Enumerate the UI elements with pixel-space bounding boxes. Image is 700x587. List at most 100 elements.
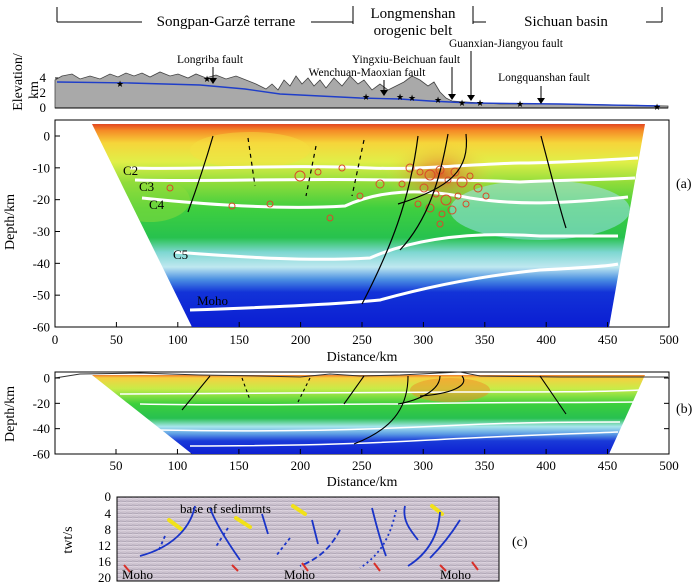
ytick-label: -20 xyxy=(33,396,50,411)
panel-a-label: (a) xyxy=(676,177,692,192)
xtick-label: 450 xyxy=(598,332,618,347)
topography-profile xyxy=(54,71,669,109)
svg-text:0: 0 xyxy=(105,489,112,504)
station-star: ★ xyxy=(203,74,211,84)
panel-a-xticks: 0 50 100 150 200 250 300 350 400 450 500 xyxy=(52,322,679,347)
svg-text:4: 4 xyxy=(105,506,112,521)
station-star: ★ xyxy=(408,93,416,103)
elev-tick-0: 0 xyxy=(40,100,47,115)
xtick-label: 50 xyxy=(110,458,123,473)
boundary-c3 xyxy=(134,176,636,184)
station-star: ★ xyxy=(434,95,442,105)
xtick-label: 200 xyxy=(291,332,311,347)
fault-label-longriba: Longriba fault xyxy=(177,54,244,66)
moho-projection-line xyxy=(56,81,661,107)
sediment-annotation: base of sedimrnts xyxy=(180,501,271,516)
terrane-longmenshan-line1: Longmenshan xyxy=(371,6,456,22)
fault-label-yingxiu-beichuan: Yingxiu-Beichuan fault xyxy=(352,54,461,66)
station-star: ★ xyxy=(476,98,484,108)
fault-labels: Longriba fault Wenchuan-Maoxian fault Yi… xyxy=(177,38,591,104)
panel-b-xlabel: Distance/km xyxy=(327,475,398,490)
panel-a-xlabel: Distance/km xyxy=(327,350,398,365)
panel-a: C2 C3 C4 C5 Moho Depth/km 0 -10 -20 -30 -40 -… xyxy=(3,119,692,365)
ytick-label: 0 xyxy=(44,371,51,386)
terrane-songpan: Songpan-Garzê terrane xyxy=(157,14,296,30)
svg-text:8: 8 xyxy=(105,522,112,537)
boundary-c2 xyxy=(129,156,639,170)
ytick-label: -20 xyxy=(33,192,50,207)
fault-dashed-trace xyxy=(247,137,256,187)
xtick-label: 300 xyxy=(414,332,434,347)
xtick-label: 150 xyxy=(229,458,249,473)
xtick-label: 400 xyxy=(536,332,556,347)
xtick-label: 250 xyxy=(352,332,372,347)
fault-yingxiu-trace xyxy=(399,133,449,251)
elev-tick-4: 4 xyxy=(40,70,47,85)
station-star: ★ xyxy=(396,92,404,102)
xtick-label: 250 xyxy=(352,458,372,473)
boundary-c5 xyxy=(173,233,618,261)
ytick-label: -10 xyxy=(33,160,50,175)
fault-label-longquanshan: Longquanshan fault xyxy=(498,72,590,84)
interpreted-reflectors xyxy=(139,505,461,569)
xtick-label: 100 xyxy=(168,332,188,347)
ytick-label: -40 xyxy=(33,256,50,271)
fault-dashed-trace xyxy=(305,145,317,197)
terrane-sichuan: Sichuan basin xyxy=(524,14,608,30)
fault-longriba-trace xyxy=(187,135,214,213)
ytick-label: 0 xyxy=(44,129,51,144)
moho-label-c2: Moho xyxy=(284,567,315,582)
ytick-label: -50 xyxy=(33,288,50,303)
xtick-label: 500 xyxy=(659,332,679,347)
moho-label-c3: Moho xyxy=(440,567,471,582)
station-star: ★ xyxy=(116,79,124,89)
station-markers: ★ ★ ★ ★ ★ ★ ★ ★ ★ ★ xyxy=(116,74,661,112)
ytick-label: -60 xyxy=(33,447,50,462)
layer-label-moho: Moho xyxy=(197,293,228,308)
layer-label-c5: C5 xyxy=(173,247,188,262)
faults-b xyxy=(181,375,567,445)
xtick-label: 500 xyxy=(659,458,679,473)
fault-longquanshan-trace xyxy=(540,135,567,229)
elev-tick-2: 2 xyxy=(40,85,47,100)
layer-labels-a: C2 C3 C4 C5 Moho xyxy=(123,163,228,308)
terrane-longmenshan-line2: orogenic belt xyxy=(374,23,454,39)
fault-wenchuan-trace xyxy=(361,135,419,305)
panel-a-yticks: 0 -10 -20 -30 -40 -50 -60 xyxy=(33,129,60,335)
station-star: ★ xyxy=(516,99,524,109)
svg-text:16: 16 xyxy=(98,554,112,569)
panel-c-yticks: 0 4 8 12 16 20 xyxy=(98,489,112,585)
xtick-label: 300 xyxy=(413,458,433,473)
panel-c-ylabel: twt/s xyxy=(61,526,76,553)
xtick-label: 0 xyxy=(52,332,59,347)
panel-b-xticks: 50 100 150 200 250 300 350 400 450 500 xyxy=(110,449,679,473)
panel-b-ylabel: Depth/km xyxy=(3,386,18,442)
panel-a-ylabel: Depth/km xyxy=(3,194,18,250)
panel-c: twt/s 0 4 8 12 16 20 base of sedimrnts xyxy=(61,489,528,585)
fault-dashed-trace xyxy=(351,139,365,197)
panel-c-label: (c) xyxy=(512,535,528,550)
topo-trace-b xyxy=(54,371,668,379)
station-star: ★ xyxy=(458,98,466,108)
ytick-label: -40 xyxy=(33,421,50,436)
faults-a xyxy=(187,133,567,305)
moho-label-c1: Moho xyxy=(122,567,153,582)
xtick-label: 200 xyxy=(291,458,311,473)
xtick-label: 400 xyxy=(536,458,556,473)
station-star: ★ xyxy=(362,92,370,102)
xtick-label: 100 xyxy=(168,458,188,473)
xtick-label: 350 xyxy=(475,458,495,473)
svg-text:20: 20 xyxy=(98,570,111,585)
topography-panel: Elevation/ km 4 2 0 ★ ★ ★ ★ ★ ★ ★ ★ ★ ★ … xyxy=(11,38,669,115)
layer-label-c2: C2 xyxy=(123,163,138,178)
elevation-axis-label-1: Elevation/ xyxy=(11,53,26,111)
elevation-ticks: 4 2 0 xyxy=(40,70,47,115)
panel-b-yticks: 0 -20 -40 -60 xyxy=(33,371,669,462)
seismicity-cluster xyxy=(166,163,490,228)
boundary-moho xyxy=(189,262,619,312)
velocity-model-b xyxy=(92,375,645,454)
station-star: ★ xyxy=(653,102,661,112)
terrane-header: Songpan-Garzê terrane Longmenshan orogen… xyxy=(56,6,663,39)
moho-markers-c xyxy=(123,561,479,573)
svg-text:12: 12 xyxy=(98,538,111,553)
